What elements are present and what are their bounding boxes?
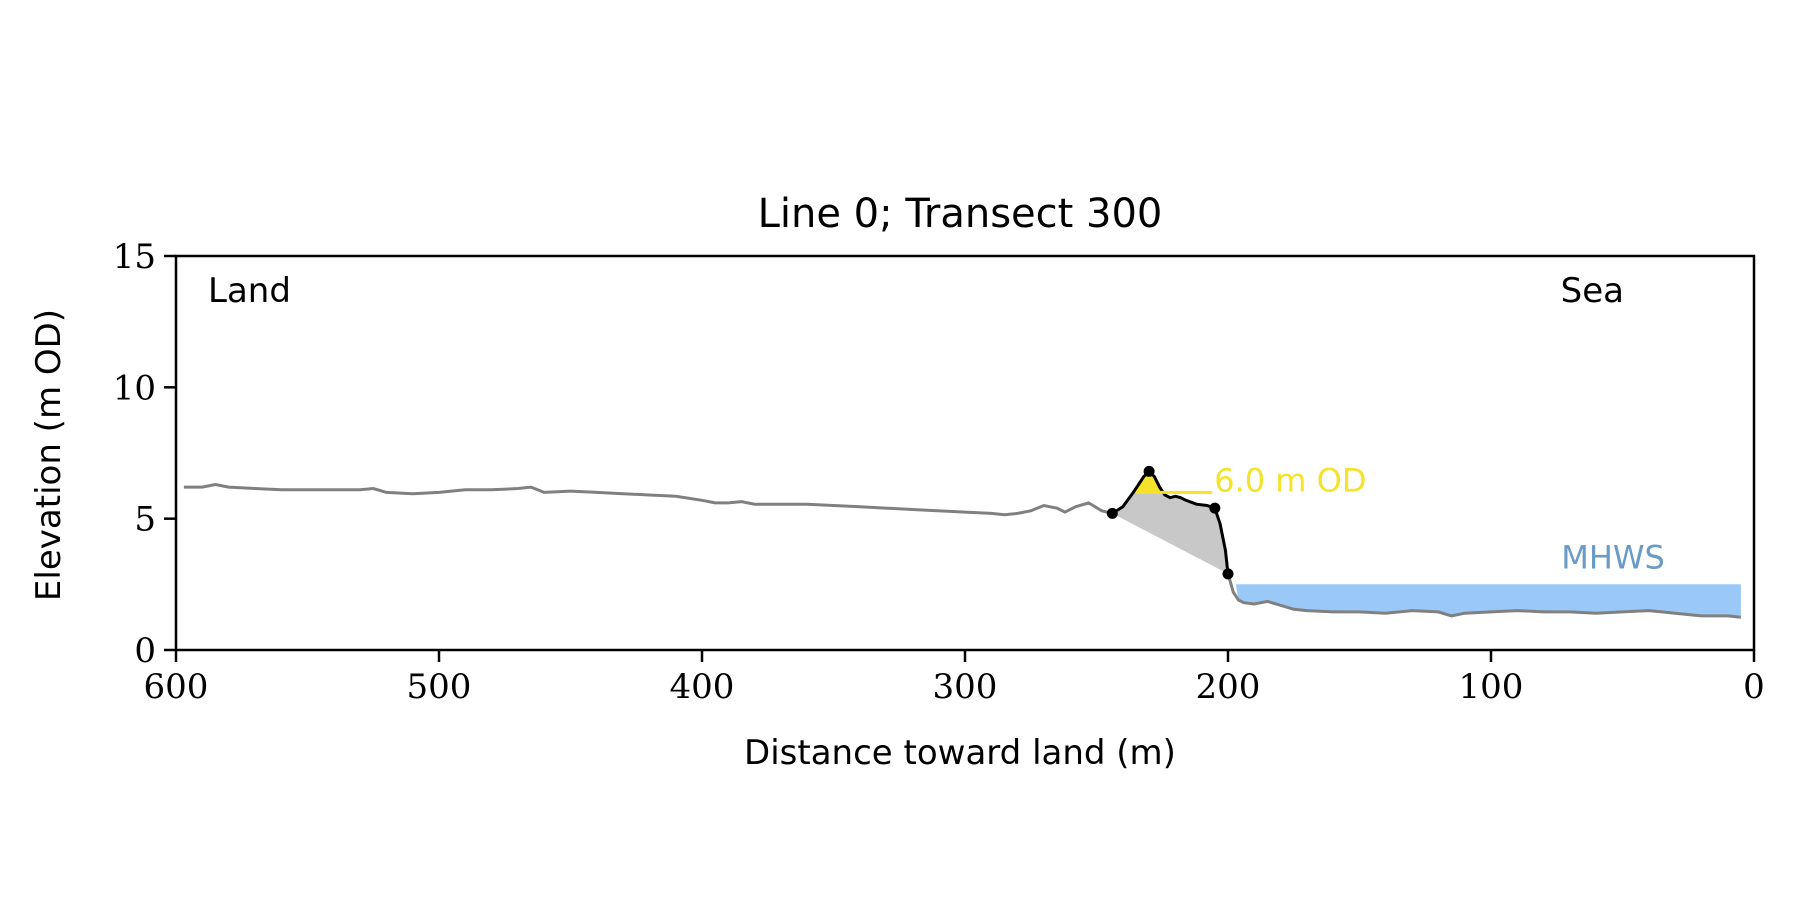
y-tick-label: 10 <box>113 368 156 408</box>
seaward-profile-line <box>1226 573 1742 619</box>
key-point-0 <box>1106 507 1118 519</box>
x-tick-label: 200 <box>1196 667 1261 707</box>
threshold-label: 6.0 m OD <box>1214 461 1366 499</box>
mhws-label: MHWS <box>1561 538 1665 576</box>
chart-title: Line 0; Transect 300 <box>758 191 1163 237</box>
key-points <box>1106 465 1234 580</box>
x-tick-label: 0 <box>1743 667 1765 707</box>
y-axis-label: Elevation (m OD) <box>29 309 69 601</box>
x-axis-label: Distance toward land (m) <box>744 733 1176 773</box>
sea-label: Sea <box>1561 271 1624 311</box>
plot-area: 6.0 m OD MHWS Land Sea <box>174 254 1756 652</box>
x-tick-label: 100 <box>1459 667 1524 707</box>
key-point-2 <box>1209 502 1221 514</box>
y-tick-label: 0 <box>134 631 156 671</box>
key-point-1 <box>1143 465 1155 477</box>
land-label: Land <box>208 271 291 311</box>
x-tick-label: 300 <box>933 667 998 707</box>
profile-line <box>183 482 1113 517</box>
y-tick-label: 5 <box>134 500 156 540</box>
x-tick-label: 500 <box>407 667 472 707</box>
x-tick-label: 400 <box>670 667 735 707</box>
x-tick-label: 600 <box>144 667 209 707</box>
y-tick-label: 15 <box>113 237 156 277</box>
above-threshold-fill <box>1133 471 1164 493</box>
mhws-water-fill <box>1235 584 1741 618</box>
y-axis-ticks: 0 5 10 15 <box>113 237 176 671</box>
x-axis-ticks: 600 500 400 300 200 100 0 <box>144 650 1765 707</box>
dune-volume-fill <box>1112 471 1228 574</box>
key-point-3 <box>1222 568 1234 580</box>
